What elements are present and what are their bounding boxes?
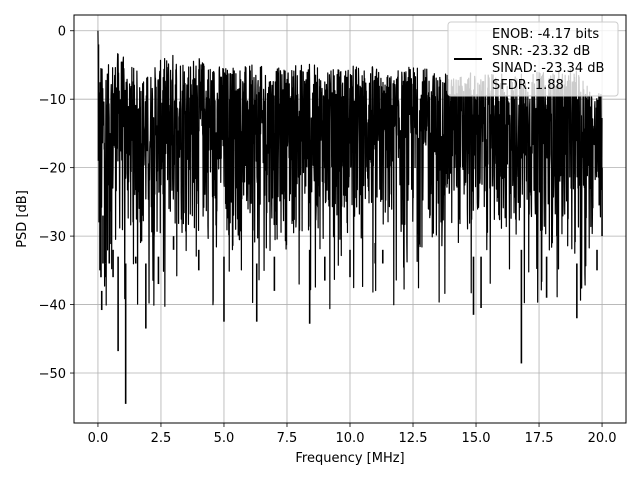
x-tick-label: 12.5 [399, 431, 428, 446]
x-tick-label: 0.0 [88, 431, 109, 446]
x-axis-label: Frequency [MHz] [295, 451, 404, 466]
x-tick-label: 5.0 [214, 431, 235, 446]
x-tick-label: 7.5 [277, 431, 298, 446]
psd-noise-trace [97, 30, 603, 310]
y-tick-label: −30 [39, 230, 66, 245]
legend-box [447, 21, 619, 97]
y-tick-label: −50 [39, 367, 66, 382]
psd-series-line [97, 30, 603, 404]
legend: ENOB: -4.17 bits SNR: -23.32 dB SINAD: -… [447, 21, 619, 97]
x-tick-label: 17.5 [525, 431, 554, 446]
x-tick-label: 15.0 [462, 431, 491, 446]
x-axis-ticks: 0.0 2.5 5.0 7.5 10.0 12.5 15.0 17.5 20.0 [88, 423, 617, 446]
x-tick-label: 10.0 [336, 431, 365, 446]
y-tick-label: −10 [39, 93, 66, 108]
y-tick-label: 0 [58, 25, 66, 40]
y-tick-label: −40 [39, 299, 66, 314]
y-axis-label: PSD [dB] [15, 190, 30, 248]
x-tick-label: 2.5 [151, 431, 172, 446]
legend-entry-snr: SNR: -23.32 dB [492, 44, 590, 59]
x-tick-label: 20.0 [588, 431, 617, 446]
y-axis-ticks: 0 −10 −20 −30 −40 −50 [39, 25, 74, 382]
legend-entry-enob: ENOB: -4.17 bits [492, 27, 599, 42]
y-tick-label: −20 [39, 162, 66, 177]
legend-entry-sfdr: SFDR: 1.88 [492, 78, 564, 93]
legend-entry-sinad: SINAD: -23.34 dB [492, 61, 604, 76]
